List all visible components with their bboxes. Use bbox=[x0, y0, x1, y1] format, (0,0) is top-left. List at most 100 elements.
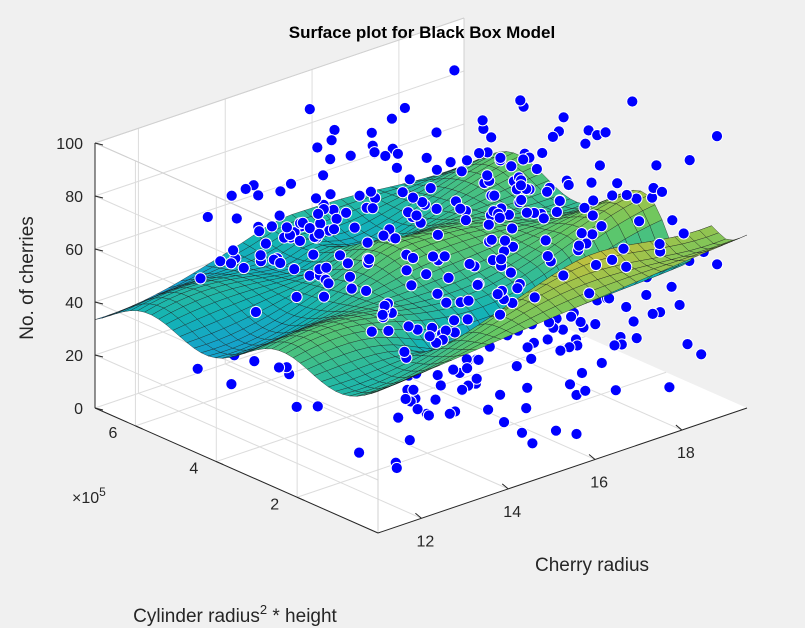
scatter-point bbox=[595, 220, 608, 233]
scatter-point bbox=[328, 123, 341, 137]
scatter-point bbox=[536, 146, 549, 160]
scatter-point bbox=[440, 296, 453, 309]
scatter-point bbox=[272, 361, 286, 374]
scatter-point bbox=[528, 291, 541, 304]
scatter-point bbox=[498, 234, 512, 247]
y-tick bbox=[216, 461, 224, 466]
scatter-point bbox=[574, 315, 587, 329]
scatter-point bbox=[201, 210, 214, 224]
scatter-point bbox=[330, 212, 343, 225]
scatter-point bbox=[494, 151, 507, 164]
scatter-point bbox=[431, 228, 444, 241]
scatter-point bbox=[398, 101, 411, 115]
scatter-point bbox=[225, 189, 238, 202]
x-tick-label: 18 bbox=[677, 445, 695, 462]
scatter-point bbox=[611, 177, 624, 190]
scatter-point bbox=[586, 209, 599, 222]
chart-title: Surface plot for Black Box Model bbox=[289, 23, 555, 42]
scatter-point bbox=[550, 205, 564, 219]
scatter-point bbox=[482, 218, 495, 231]
scatter-point bbox=[515, 426, 529, 439]
scatter-point bbox=[472, 353, 485, 366]
scatter-point bbox=[517, 153, 530, 166]
scatter-point bbox=[398, 345, 411, 358]
scatter-point bbox=[463, 257, 476, 271]
scatter-point bbox=[274, 185, 287, 198]
scatter-point bbox=[505, 160, 518, 173]
z-tick bbox=[94, 301, 104, 305]
scatter-point bbox=[575, 227, 588, 240]
scatter-point bbox=[493, 308, 507, 321]
scatter-point bbox=[343, 270, 357, 283]
scatter-point bbox=[274, 256, 287, 270]
scatter-points-above-surface bbox=[194, 64, 724, 364]
scatter-point bbox=[504, 266, 517, 279]
scatter-point bbox=[646, 307, 659, 320]
scatter-point bbox=[273, 209, 286, 222]
scatter-point bbox=[442, 271, 455, 284]
scatter-point bbox=[430, 126, 443, 139]
scatter-point bbox=[252, 189, 265, 202]
scatter-point bbox=[191, 362, 204, 375]
scatter-point bbox=[239, 182, 252, 196]
scatter-point bbox=[303, 103, 316, 116]
scatter-point bbox=[557, 269, 570, 282]
scatter-point bbox=[505, 222, 519, 235]
scatter-point bbox=[403, 173, 416, 186]
scatter-point bbox=[608, 339, 621, 352]
scatter-point bbox=[389, 232, 402, 245]
scatter-point bbox=[431, 287, 444, 300]
scatter-point bbox=[579, 137, 592, 150]
x-axis-label: Cherry radius bbox=[535, 555, 649, 576]
scatter-point bbox=[284, 177, 298, 190]
scatter-point bbox=[627, 315, 640, 328]
scatter-point bbox=[617, 242, 630, 255]
y-tick-label: 2 bbox=[270, 496, 279, 513]
scatter-point bbox=[424, 182, 437, 195]
scatter-point bbox=[237, 261, 250, 275]
scatter-point bbox=[563, 378, 577, 391]
scatter-point bbox=[681, 338, 694, 351]
scatter-point bbox=[554, 344, 567, 357]
scatter-point bbox=[633, 215, 646, 228]
scatter-point bbox=[575, 366, 589, 380]
z-tick-labels: 0 20 40 60 80 100 bbox=[56, 136, 83, 418]
y-tick-label: 4 bbox=[189, 461, 198, 478]
scatter-point bbox=[391, 147, 404, 160]
scatter-point bbox=[364, 185, 377, 198]
scatter-point bbox=[553, 194, 566, 208]
scatter-point bbox=[585, 176, 598, 189]
scatter-point bbox=[423, 330, 436, 343]
grid-line-x-floor bbox=[225, 363, 509, 490]
scatter-point bbox=[325, 134, 338, 147]
y-tick-label: 6 bbox=[108, 425, 117, 442]
scatter-point bbox=[333, 249, 347, 262]
grid-line-x-floor bbox=[138, 392, 422, 519]
scatter-point bbox=[448, 64, 461, 77]
scatter-point bbox=[411, 403, 424, 416]
scatter-point bbox=[541, 250, 554, 263]
axes-top-edge bbox=[94, 17, 465, 144]
scatter-point bbox=[340, 206, 353, 219]
scatter-point bbox=[546, 130, 560, 143]
scatter-point bbox=[448, 314, 461, 327]
scatter-point bbox=[361, 236, 374, 249]
scatter-point bbox=[526, 437, 539, 450]
scatter-point bbox=[422, 409, 435, 422]
scatter-point bbox=[431, 369, 444, 382]
scatter-point bbox=[317, 169, 330, 182]
z-tick-label: 100 bbox=[56, 136, 83, 153]
z-tick bbox=[94, 407, 104, 411]
scatter-point bbox=[426, 250, 440, 263]
scatter-point bbox=[410, 209, 423, 222]
scatter-point bbox=[461, 313, 474, 326]
scatter-point bbox=[224, 257, 238, 270]
scatter-point bbox=[471, 278, 484, 291]
scatter-point bbox=[288, 263, 301, 276]
scatter-point bbox=[557, 111, 570, 124]
scatter-point bbox=[443, 407, 456, 420]
scatter-point bbox=[655, 185, 669, 198]
z-tick-label: 60 bbox=[65, 242, 83, 259]
scatter-point bbox=[460, 154, 474, 167]
scatter-point bbox=[225, 378, 238, 391]
